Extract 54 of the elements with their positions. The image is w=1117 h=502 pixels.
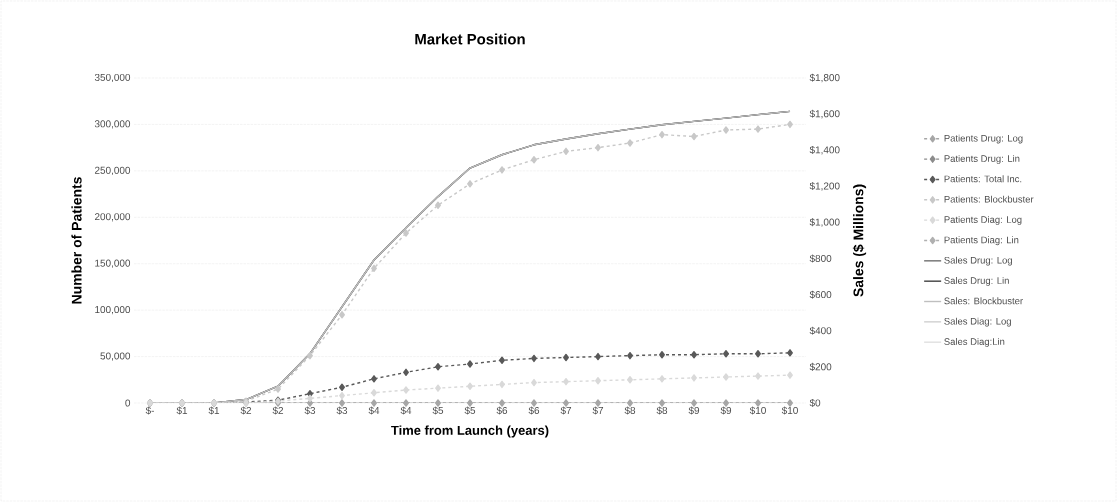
x-tick-label: $1 <box>208 406 220 415</box>
chart-title: Market Position <box>415 33 525 45</box>
y-tick-label: 100,000 <box>95 306 131 315</box>
legend-label: Sales Diag:Lin <box>944 338 1005 347</box>
x-tick-label: $2 <box>240 406 252 415</box>
legend-label: Sales Drug: Lin <box>944 277 1009 286</box>
y-tick-label: 150,000 <box>95 259 131 268</box>
x-tick-label: $7 <box>592 406 604 415</box>
legend-label: Patients: Blockbuster <box>944 195 1034 203</box>
x-tick-label: $9 <box>688 406 700 415</box>
legend-label: Sales Diag: Log <box>944 317 1011 327</box>
legend-label: Sales: Blockbuster <box>944 297 1023 305</box>
legend-label: Patients Drug: Lin <box>944 154 1020 164</box>
x-tick-label: $8 <box>656 406 668 415</box>
y2-tick-label: $0 <box>809 398 821 408</box>
x-tick-label: $6 <box>528 406 540 415</box>
x-tick-label: $8 <box>624 406 636 415</box>
x-tick-label: $3 <box>336 406 348 415</box>
legend-label: Patients Drug: Log <box>944 134 1023 144</box>
y2-tick-label: $800 <box>809 254 832 263</box>
x-tick-label: $6 <box>496 406 508 415</box>
x-tick-label: $1 <box>176 406 188 415</box>
y2-tick-label: $1,400 <box>809 145 840 155</box>
y-axis-title: Number of Patients <box>71 177 82 304</box>
legend-label: Patients Diag: Log <box>944 215 1022 225</box>
legend-label: Sales Drug: Log <box>944 256 1012 266</box>
y2-tick-label: $1,200 <box>809 182 840 191</box>
x-axis-title: Time from Launch (years) <box>391 425 549 438</box>
y-tick-label: 250,000 <box>94 166 131 175</box>
legend-label: Patients: Total Inc. <box>944 175 1022 183</box>
y2-tick-label: $1,600 <box>809 109 840 119</box>
y2-tick-label: $400 <box>809 326 832 335</box>
y2-tick-label: $600 <box>809 290 832 299</box>
x-tick-label: $3 <box>304 406 316 415</box>
y2-tick-label: $1,000 <box>809 218 840 227</box>
x-tick-label: $- <box>145 406 154 415</box>
y-tick-label: 0 <box>125 399 131 407</box>
x-tick-label: $2 <box>272 406 284 415</box>
y-tick-label: 50,000 <box>100 352 131 361</box>
y2-axis-title: Sales ($ Millions) <box>852 184 867 297</box>
x-tick-label: $4 <box>368 406 380 415</box>
x-tick-label: $10 <box>749 406 766 415</box>
x-tick-label: $9 <box>720 406 732 415</box>
legend-label: Patients Diag: Lin <box>944 236 1019 246</box>
y-tick-label: 200,000 <box>94 213 131 222</box>
x-tick-label: $7 <box>560 406 572 415</box>
y2-tick-label: $200 <box>809 362 832 371</box>
y-tick-label: 350,000 <box>94 73 131 83</box>
x-tick-label: $5 <box>464 406 476 415</box>
x-tick-label: $4 <box>400 406 412 415</box>
x-tick-label: $10 <box>781 406 798 415</box>
y2-tick-label: $1,800 <box>809 73 840 83</box>
y-tick-label: 300,000 <box>94 120 131 129</box>
x-tick-label: $5 <box>432 406 444 415</box>
